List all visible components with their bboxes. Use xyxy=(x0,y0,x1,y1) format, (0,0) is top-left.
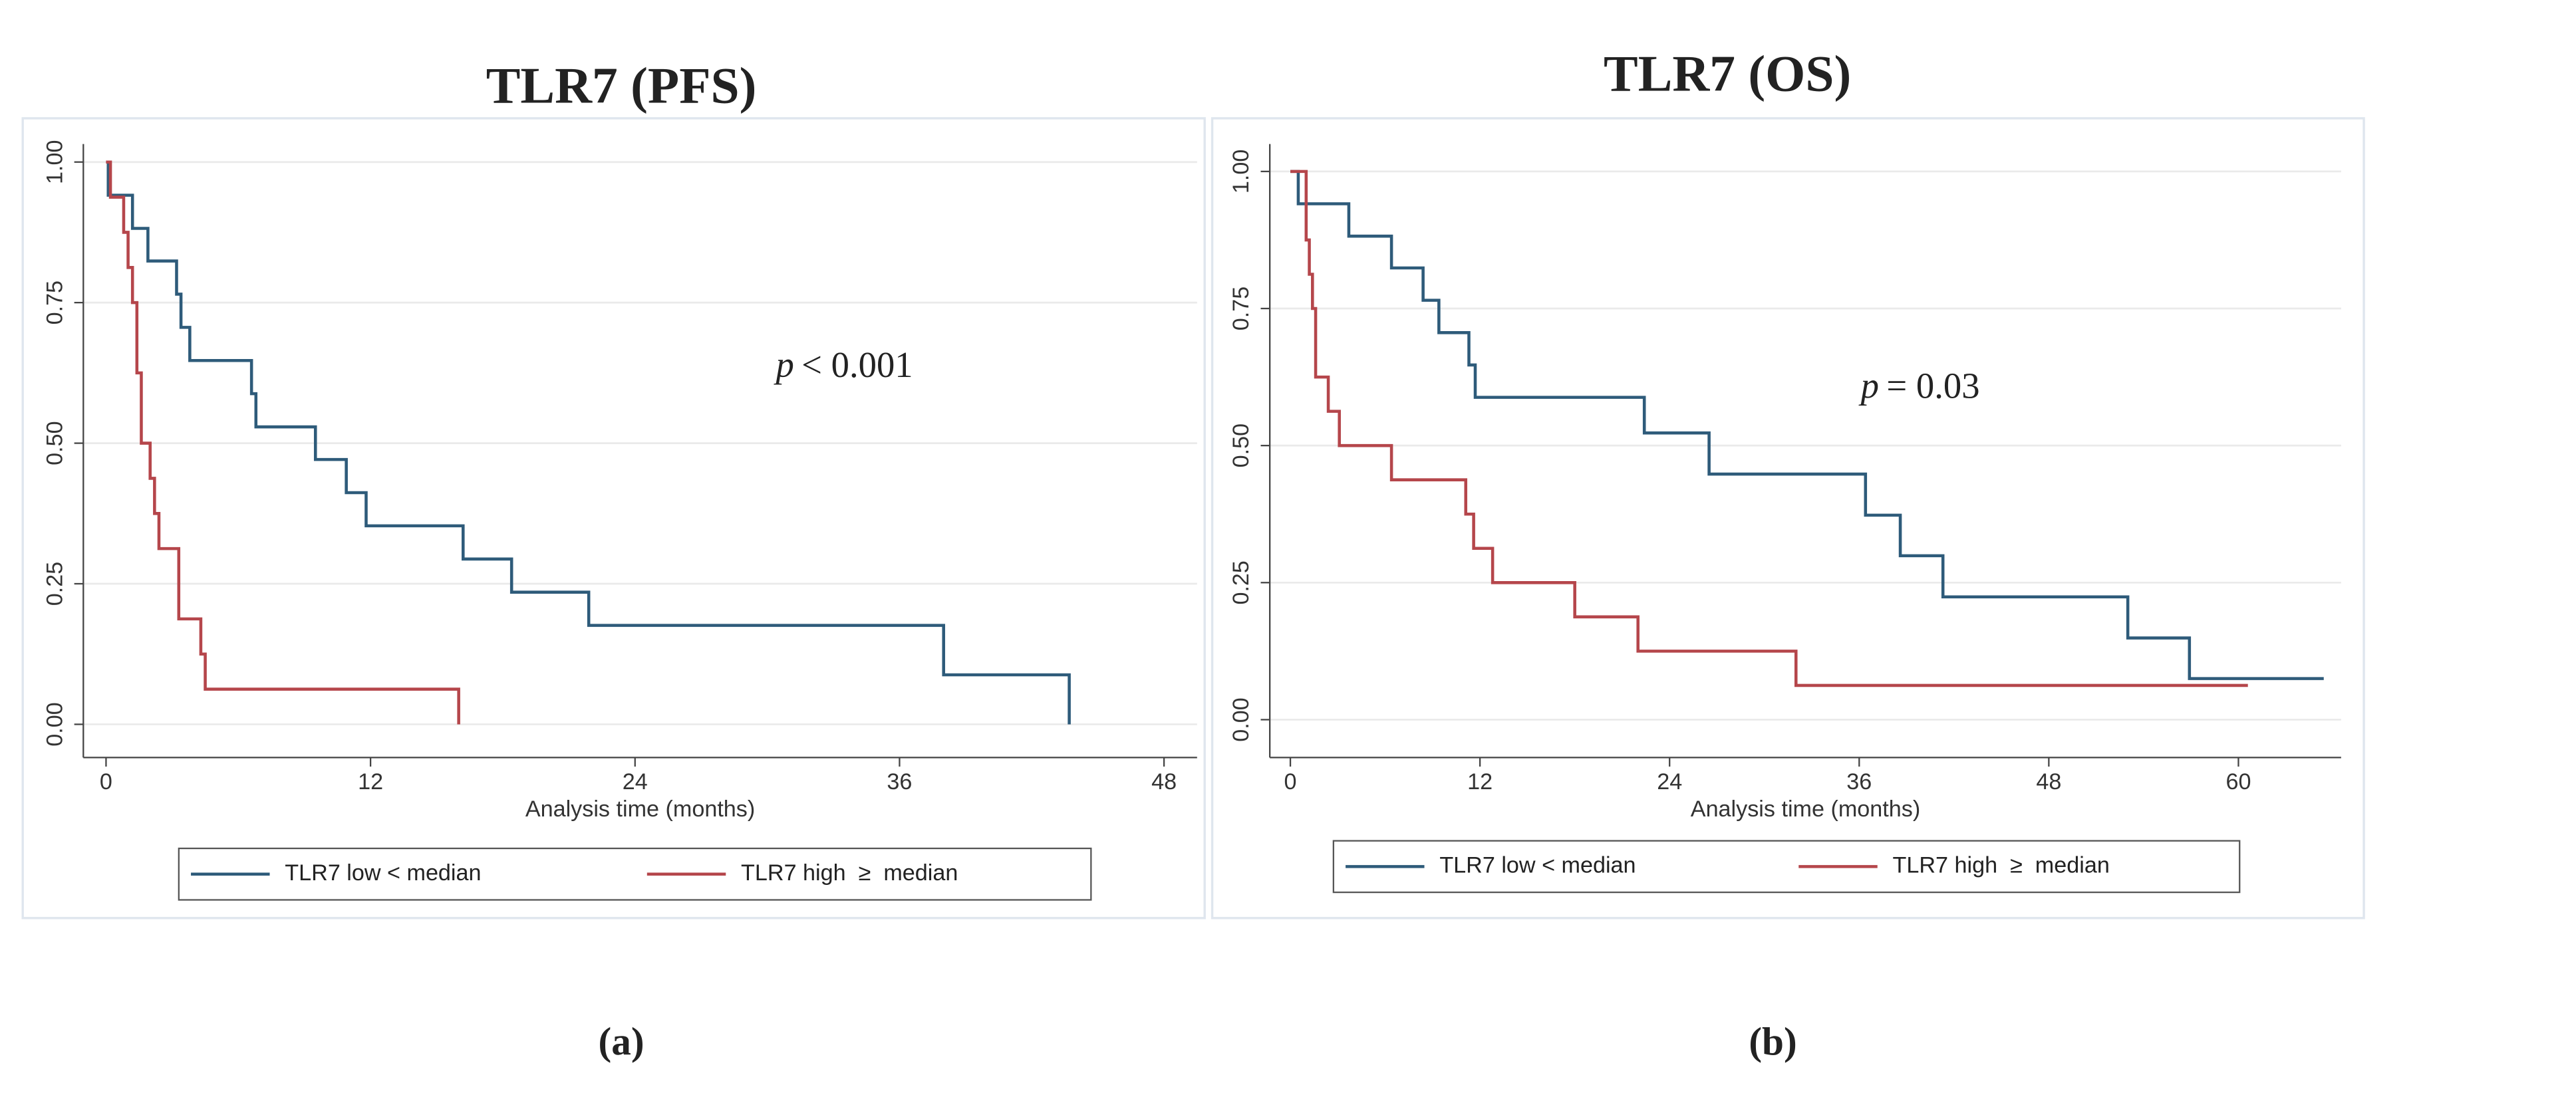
legend-label: TLR7 high ≥ median xyxy=(741,860,958,886)
x-axis-label: Analysis time (months) xyxy=(1691,797,1920,822)
x-axis-label: Analysis time (months) xyxy=(525,797,755,822)
annotation-text: < 0.001 xyxy=(801,344,913,384)
x-tick-label: 36 xyxy=(887,769,912,795)
annotation-text: = 0.03 xyxy=(1886,365,1979,406)
y-tick-label: 0.50 xyxy=(42,421,67,465)
legend-label: TLR7 high ≥ median xyxy=(1893,852,2110,878)
x-tick-label: 0 xyxy=(1284,769,1297,795)
x-tick-label: 24 xyxy=(623,769,648,795)
panel-label: (b) xyxy=(1749,1019,1796,1063)
y-tick-label: 0.50 xyxy=(1228,424,1254,467)
x-tick-label: 12 xyxy=(358,769,383,795)
x-tick-label: 12 xyxy=(1467,769,1493,795)
panel-label: (a) xyxy=(599,1019,644,1063)
y-tick-label: 0.75 xyxy=(42,281,67,324)
survival-curve xyxy=(106,160,1071,725)
legend-box xyxy=(178,847,1092,901)
x-tick-label: 48 xyxy=(2036,769,2061,795)
y-tick-label: 0.75 xyxy=(1228,287,1254,330)
panel-frame xyxy=(1211,117,2365,919)
y-tick-label: 0.00 xyxy=(42,702,67,746)
survival-curve xyxy=(1290,170,2248,687)
y-tick-label: 0.00 xyxy=(1228,697,1254,741)
y-tick-label: 0.25 xyxy=(42,562,67,606)
annotation: p < 0.001 xyxy=(773,344,913,384)
y-tick-label: 0.25 xyxy=(1228,560,1254,604)
x-tick-label: 0 xyxy=(100,769,112,795)
legend-box xyxy=(1332,840,2241,894)
chart-title: TLR7 (PFS) xyxy=(486,57,757,114)
annotation: p = 0.03 xyxy=(1858,365,1980,406)
x-tick-label: 36 xyxy=(1846,769,1872,795)
x-tick-label: 60 xyxy=(2225,769,2251,795)
x-tick-label: 48 xyxy=(1151,769,1177,795)
x-tick-label: 24 xyxy=(1657,769,1682,795)
survival-curve xyxy=(106,160,460,725)
y-tick-label: 1.00 xyxy=(1228,150,1254,193)
legend-label: TLR7 low < median xyxy=(1439,852,1636,878)
annotation-p: p xyxy=(773,344,793,384)
panel-frame xyxy=(21,117,1206,919)
survival-curve xyxy=(1290,170,2324,680)
chart-title: TLR7 (OS) xyxy=(1604,45,1851,102)
legend-label: TLR7 low < median xyxy=(285,860,481,886)
y-tick-label: 1.00 xyxy=(42,140,67,184)
annotation-p: p xyxy=(1858,365,1879,406)
